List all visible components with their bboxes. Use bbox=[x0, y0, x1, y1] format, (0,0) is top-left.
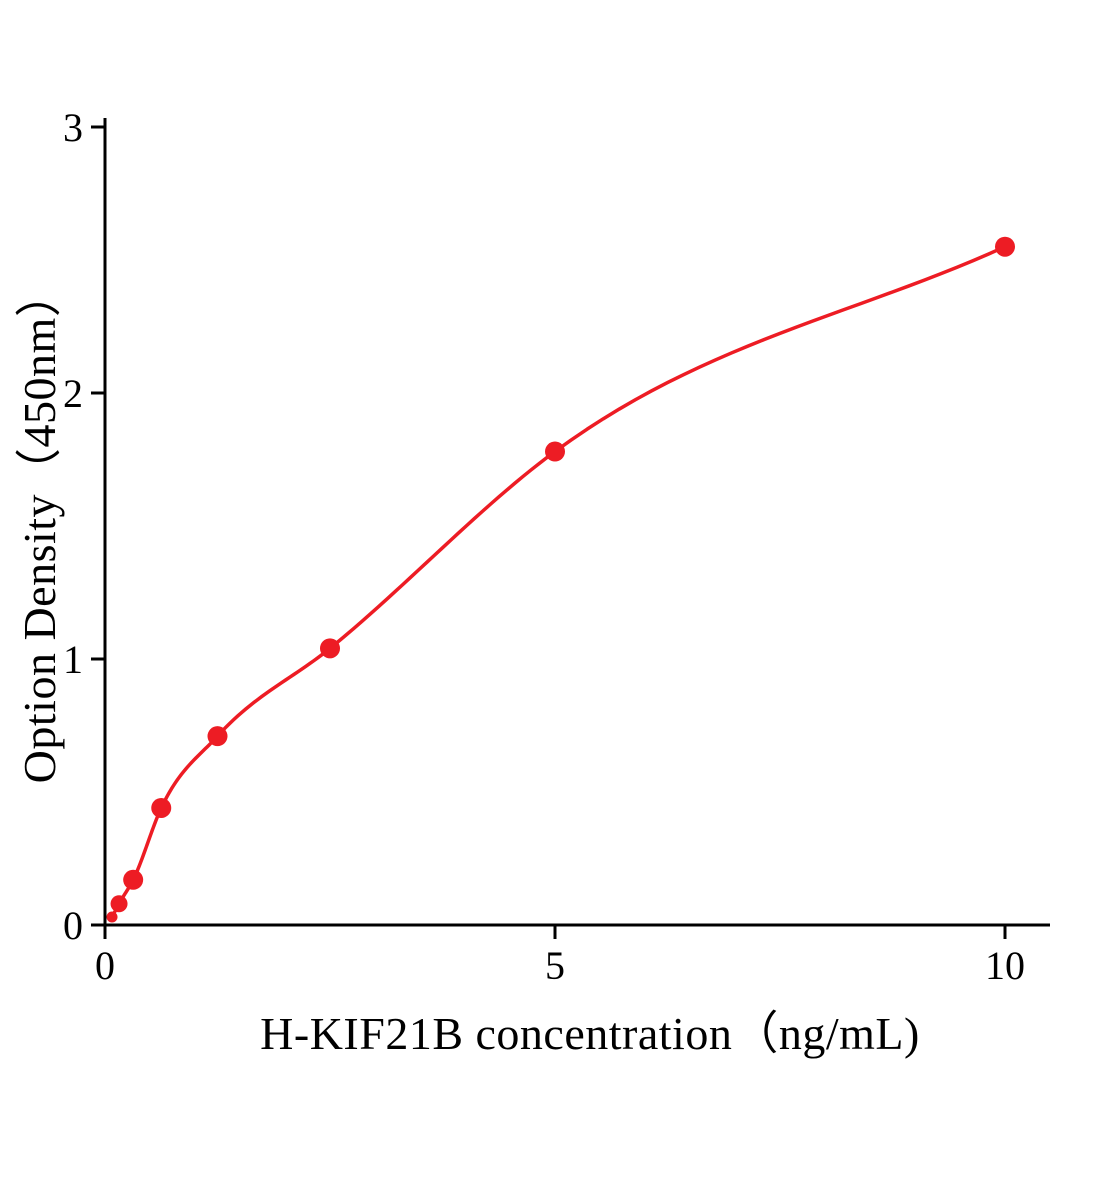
data-point bbox=[106, 911, 118, 923]
data-point bbox=[207, 726, 228, 747]
x-tick-label: 0 bbox=[95, 943, 115, 988]
y-tick-label: 2 bbox=[63, 371, 83, 416]
y-tick-label: 1 bbox=[63, 637, 83, 682]
x-axis-title: H-KIF21B concentration（ng/mL) bbox=[260, 1008, 920, 1059]
data-point bbox=[995, 236, 1015, 257]
x-tick-label: 10 bbox=[985, 943, 1025, 988]
y-tick-label: 3 bbox=[63, 105, 83, 150]
y-tick-label: 0 bbox=[63, 903, 83, 948]
data-point bbox=[545, 441, 565, 462]
data-point bbox=[110, 895, 128, 913]
x-tick-label: 5 bbox=[545, 943, 565, 988]
data-point bbox=[320, 638, 340, 659]
data-point bbox=[151, 797, 172, 818]
fit-curve bbox=[110, 244, 1007, 919]
data-point bbox=[123, 869, 144, 890]
y-axis-title: Option Density（450nm） bbox=[14, 270, 65, 784]
